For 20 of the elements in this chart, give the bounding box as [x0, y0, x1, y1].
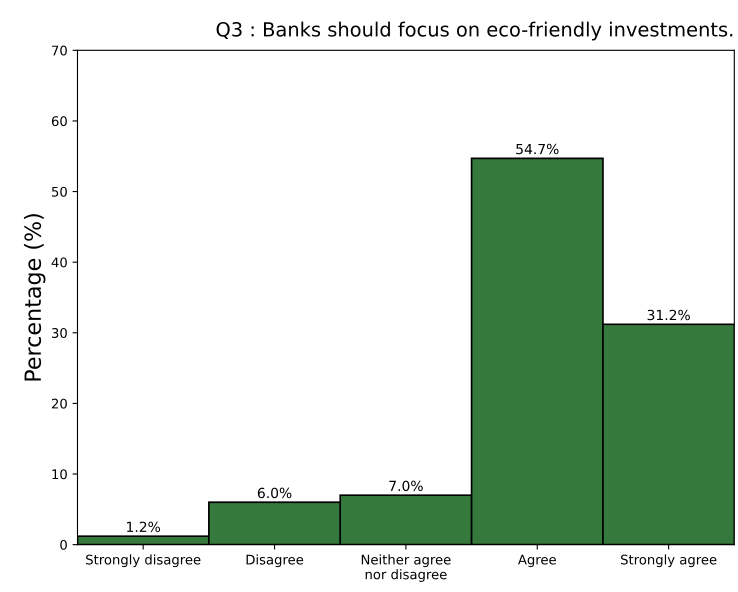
y-tick-label: 30: [52, 328, 67, 338]
x-tick-label: Agree: [518, 554, 556, 568]
x-tick-label: Disagree: [246, 554, 304, 568]
y-tick-label: 60: [52, 116, 67, 126]
x-tick-label: Strongly disagree: [86, 554, 200, 568]
data-label: 1.2%: [127, 522, 160, 532]
data-label: 31.2%: [648, 310, 690, 320]
data-label: 6.0%: [258, 488, 292, 498]
data-label: 7.0%: [389, 480, 423, 492]
y-tick-label: 70: [52, 46, 67, 56]
chart-title: Q3 : Banks should focus on eco-friendly investments.: [216, 22, 732, 40]
y-tick-label: 20: [52, 398, 67, 409]
y-tick-label: 50: [52, 186, 67, 197]
data-label: 54.7%: [516, 144, 559, 154]
y-tick-label: 0: [60, 540, 67, 550]
y-tick-label: 40: [52, 257, 67, 268]
x-tick-label: Strongly agree: [621, 554, 716, 568]
x-tick-label: Neither agree nor disagree: [362, 554, 451, 582]
y-axis-title: Percentage (%): [24, 214, 46, 381]
y-tick-label: 10: [52, 469, 67, 480]
